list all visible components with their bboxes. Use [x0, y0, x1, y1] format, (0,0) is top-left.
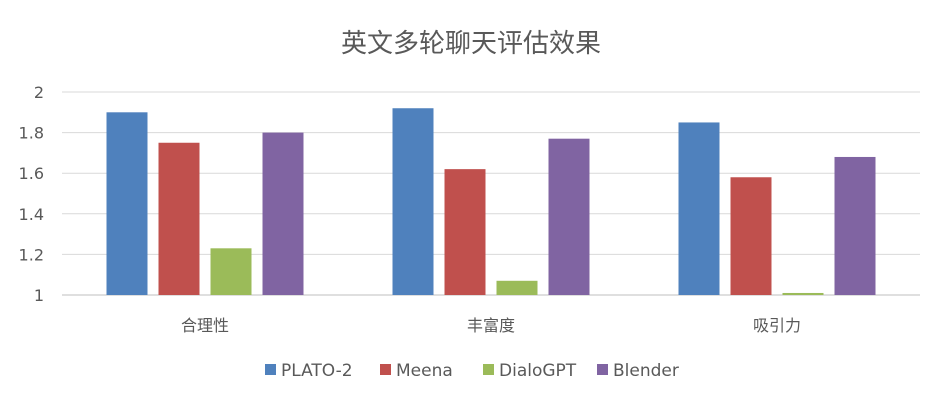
legend-label: Blender — [613, 361, 679, 381]
chart-title: 英文多轮聊天评估效果 — [341, 29, 601, 59]
legend-swatch — [483, 364, 494, 375]
legend-label: Meena — [396, 361, 453, 381]
bar-meena — [730, 177, 772, 295]
legend: PLATO-2 Meena DialoGPT Blender — [265, 361, 679, 381]
bar-dialogpt — [782, 292, 824, 295]
y-axis-tick-labels: 1 1.2 1.4 1.6 1.8 2 — [19, 83, 44, 305]
y-tick-label: 1.6 — [19, 164, 44, 183]
bars — [106, 108, 876, 296]
y-tick-label: 1.4 — [19, 205, 44, 224]
y-tick-label: 1.2 — [19, 245, 44, 264]
bar-dialogpt — [496, 280, 538, 295]
y-tick-label: 1.8 — [19, 124, 44, 143]
bar-blender — [548, 138, 590, 295]
x-tick-label: 合理性 — [181, 316, 229, 335]
x-tick-label: 吸引力 — [753, 316, 801, 335]
legend-label: PLATO-2 — [281, 361, 353, 381]
legend-swatch — [597, 364, 608, 375]
x-tick-label: 丰富度 — [467, 316, 515, 335]
bar-meena — [158, 142, 200, 295]
x-axis-tick-labels: 合理性 丰富度 吸引力 — [181, 316, 801, 335]
bar-blender — [262, 132, 304, 295]
legend-label: DialoGPT — [499, 361, 577, 381]
bar-meena — [444, 169, 486, 295]
legend-swatch — [380, 364, 391, 375]
bar-plato-2 — [392, 108, 434, 296]
bar-dialogpt — [210, 248, 252, 295]
y-tick-label: 1 — [34, 286, 44, 305]
gridlines — [62, 91, 920, 296]
bar-blender — [834, 156, 876, 295]
legend-swatch — [265, 364, 276, 375]
bar-plato-2 — [678, 122, 720, 295]
y-tick-label: 2 — [34, 83, 44, 102]
bar-plato-2 — [106, 112, 148, 295]
